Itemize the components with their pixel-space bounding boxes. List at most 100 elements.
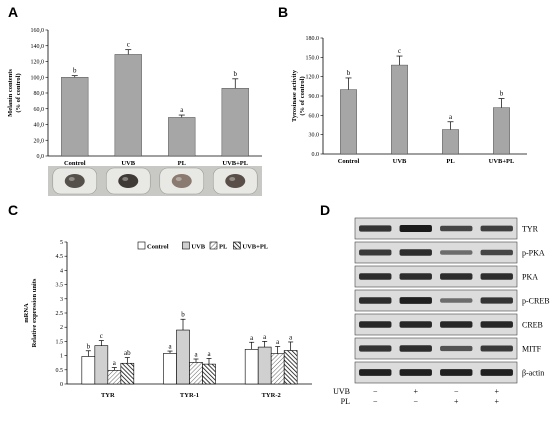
bar bbox=[493, 107, 510, 155]
y-axis-label: Tyrosinase activity(% of control) bbox=[291, 69, 306, 122]
legend-label: UVB+PL bbox=[242, 244, 268, 251]
bar bbox=[120, 362, 135, 385]
y-axis-label-line: mRNA bbox=[23, 303, 30, 323]
blot-band bbox=[480, 297, 513, 304]
y-tick-label: 20,0 bbox=[34, 138, 45, 144]
panel-letter-d: D bbox=[320, 202, 331, 218]
blot-row-label: CREB bbox=[522, 321, 543, 330]
blot-band bbox=[480, 321, 513, 328]
blot-band bbox=[440, 225, 473, 232]
bar bbox=[391, 64, 408, 155]
blot-band bbox=[399, 297, 432, 304]
chart-a: 0,0 20,0 40,0 60,0 80,0 100,0 120,0 140,0 160,0 b… bbox=[7, 28, 262, 196]
blot-strip bbox=[354, 265, 518, 288]
bar bbox=[107, 370, 122, 385]
treatment-mark: + bbox=[494, 387, 499, 396]
y-tick-label: 120,0 bbox=[31, 60, 45, 66]
significance-label: a bbox=[263, 333, 267, 341]
blot-row-label: p-PKA bbox=[522, 249, 545, 258]
significance-label: a bbox=[207, 350, 211, 358]
significance-label: b bbox=[73, 67, 77, 75]
significance-label: b bbox=[347, 69, 351, 77]
legend-swatch bbox=[182, 241, 190, 250]
bar bbox=[257, 346, 272, 385]
blot-band bbox=[440, 298, 473, 303]
bar bbox=[244, 349, 259, 385]
panel-letter-b: B bbox=[278, 4, 289, 20]
blot-band bbox=[480, 345, 513, 352]
significance-label: b bbox=[234, 70, 238, 78]
bar bbox=[189, 362, 203, 385]
blot-strip bbox=[354, 313, 518, 336]
y-axis-label-line: (% of control) bbox=[15, 73, 22, 112]
blot-strip bbox=[354, 241, 518, 264]
pellet bbox=[64, 174, 85, 188]
x-tick-label: TYR-1 bbox=[180, 392, 199, 399]
x-tick-label: UVB+PL bbox=[222, 160, 248, 167]
y-tick-label: 0.5 bbox=[56, 368, 64, 374]
y-axis-label: mRNARelative expression units bbox=[23, 278, 38, 347]
blot-band bbox=[359, 225, 392, 232]
pellet-highlight bbox=[175, 177, 182, 181]
bar bbox=[202, 363, 216, 385]
bar bbox=[270, 353, 285, 385]
x-tick-label: Control bbox=[338, 158, 360, 165]
significance-label: b bbox=[500, 90, 504, 98]
x-tick-label: UVB bbox=[121, 160, 135, 167]
treatment-mark: − bbox=[454, 387, 459, 396]
legend-label: UVB bbox=[191, 244, 205, 251]
significance-label: b bbox=[181, 311, 185, 319]
treatment-label: PL bbox=[341, 397, 350, 406]
significance-label: a bbox=[168, 343, 172, 351]
legend-swatch bbox=[233, 241, 241, 250]
y-tick-label: 0.0 bbox=[312, 152, 320, 158]
y-tick-label: 4 bbox=[60, 268, 63, 274]
y-tick-label: 150.0 bbox=[306, 55, 320, 61]
blot-band bbox=[359, 297, 392, 304]
treatment-mark: − bbox=[373, 387, 378, 396]
blot-band bbox=[359, 273, 392, 280]
pellet-highlight bbox=[68, 177, 75, 181]
blot-band bbox=[480, 369, 513, 376]
x-tick-label: UVB bbox=[393, 158, 407, 165]
blot-band bbox=[440, 250, 473, 255]
y-tick-label: 4.5 bbox=[56, 254, 64, 260]
bar bbox=[114, 54, 142, 157]
significance-label: a bbox=[180, 106, 184, 114]
bar bbox=[94, 345, 109, 385]
x-tick-label: PL bbox=[178, 160, 187, 167]
blot-band bbox=[359, 345, 392, 352]
pellet-highlight bbox=[229, 177, 236, 181]
y-tick-label: 3.5 bbox=[56, 283, 64, 289]
y-axis-label-line: Melanin contents bbox=[7, 69, 14, 117]
significance-label: a bbox=[250, 334, 254, 342]
y-tick-label: 3 bbox=[60, 297, 63, 303]
bar bbox=[340, 89, 357, 155]
y-tick-label: 0,0 bbox=[37, 154, 45, 160]
tube-photo bbox=[48, 166, 262, 196]
pellet bbox=[118, 174, 139, 188]
bar bbox=[442, 129, 459, 155]
significance-label: a bbox=[276, 338, 280, 346]
blot-strip bbox=[354, 337, 518, 360]
y-tick-label: 120.0 bbox=[306, 75, 320, 81]
x-tick-label: TYR bbox=[101, 392, 115, 399]
y-tick-label: 60,0 bbox=[34, 107, 45, 113]
treatment-mark: + bbox=[413, 387, 418, 396]
y-tick-label: 90.0 bbox=[309, 94, 320, 100]
blot-band bbox=[399, 369, 432, 376]
bar bbox=[61, 77, 89, 157]
blot-strip bbox=[354, 217, 518, 240]
panel-letter-c: C bbox=[8, 202, 19, 218]
blot-row-label: PKA bbox=[522, 273, 538, 282]
significance-label: c bbox=[398, 47, 401, 55]
bar bbox=[168, 117, 196, 157]
bar bbox=[163, 353, 177, 385]
significance-label: b bbox=[87, 342, 91, 350]
blot-row-label: MITF bbox=[522, 345, 542, 354]
blot-band bbox=[399, 321, 432, 328]
blot-band bbox=[399, 273, 432, 280]
blot-row-label: β-actin bbox=[522, 369, 544, 378]
